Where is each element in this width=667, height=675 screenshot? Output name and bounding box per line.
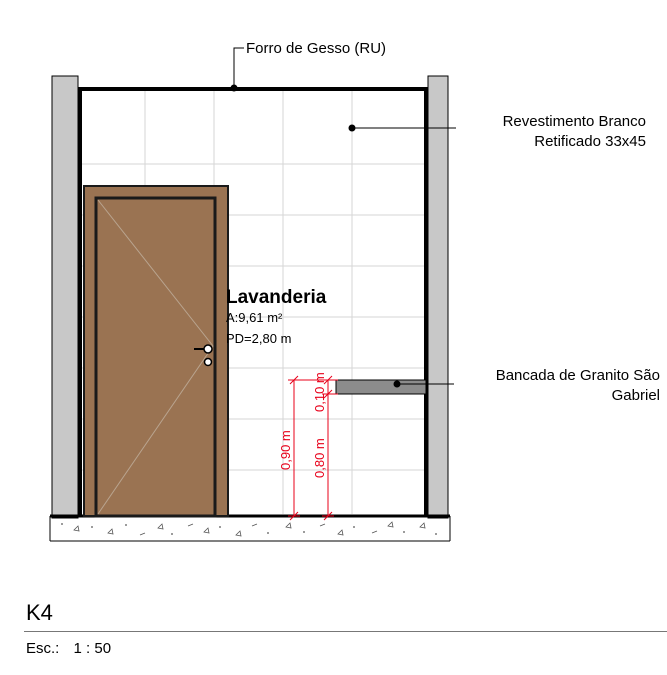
dimension-total: 0,90 m: [278, 430, 293, 470]
hatch-mark: [319, 523, 326, 527]
door-lock-icon: [203, 357, 213, 367]
concrete-hatch: [61, 521, 437, 537]
door: [83, 185, 229, 518]
view-code: K4: [26, 600, 53, 625]
room-name: Lavanderia: [226, 287, 327, 308]
hatch-mark: [419, 522, 426, 529]
hatch-mark: [125, 524, 127, 526]
right-wall-section: [427, 75, 449, 519]
hatch-mark: [219, 526, 221, 528]
door-leaf: [94, 196, 217, 518]
tile-callout-line1: Revestimento Branco: [503, 113, 646, 130]
hatch-mark: [435, 533, 437, 535]
tile-leader-dot: [348, 124, 356, 132]
hatch-mark: [203, 527, 210, 534]
hatch-mark: [403, 531, 405, 533]
hatch-mark: [139, 532, 146, 536]
dimension-lower: 0,80 m: [312, 438, 327, 478]
room-ceiling-height: PD=2,80 m: [226, 331, 291, 346]
tile-callout-line2: Retificado 33x45: [534, 133, 646, 150]
hatch-mark: [285, 522, 292, 529]
countertop-callout-line2: Gabriel: [612, 387, 660, 404]
dimension-upper: 0,10 m: [312, 372, 327, 412]
hatch-mark: [91, 526, 93, 528]
hatch-mark: [73, 525, 80, 532]
hatch-mark: [267, 532, 269, 534]
countertop-leader-dot: [393, 380, 401, 388]
hatch-mark: [187, 523, 194, 527]
elevation-drawing: Lavanderia A:9,61 m² PD=2,80 m 0,90 m 0,…: [49, 40, 660, 542]
countertop-callout-line1: Bancada de Granito São: [496, 367, 660, 384]
room-area: A:9,61 m²: [226, 310, 283, 325]
scale-row: Esc.: 1 : 50: [26, 640, 121, 657]
left-wall-section: [51, 75, 79, 519]
hatch-mark: [157, 523, 164, 530]
hatch-mark: [353, 526, 355, 528]
ceiling-leader-dot: [230, 84, 238, 92]
title-underline: [24, 631, 667, 632]
hatch-mark: [107, 528, 114, 535]
hatch-mark: [387, 521, 394, 528]
door-handle-rosette: [203, 344, 213, 354]
scale-label: Esc.:: [26, 640, 60, 657]
hatch-mark: [371, 530, 378, 534]
hatch-mark: [337, 529, 344, 536]
scale-value: 1 : 50: [73, 640, 112, 657]
door-swing-line: [97, 199, 214, 515]
hatch-mark: [251, 523, 258, 527]
ceiling-callout: Forro de Gesso (RU): [246, 40, 386, 57]
ceiling-leader: [233, 47, 244, 88]
hatch-mark: [171, 533, 173, 535]
dimension-lines: [288, 375, 338, 521]
granite-countertop: [335, 379, 427, 395]
hatch-mark: [303, 531, 305, 533]
hatch-mark: [235, 530, 242, 537]
hatch-mark: [61, 523, 63, 525]
